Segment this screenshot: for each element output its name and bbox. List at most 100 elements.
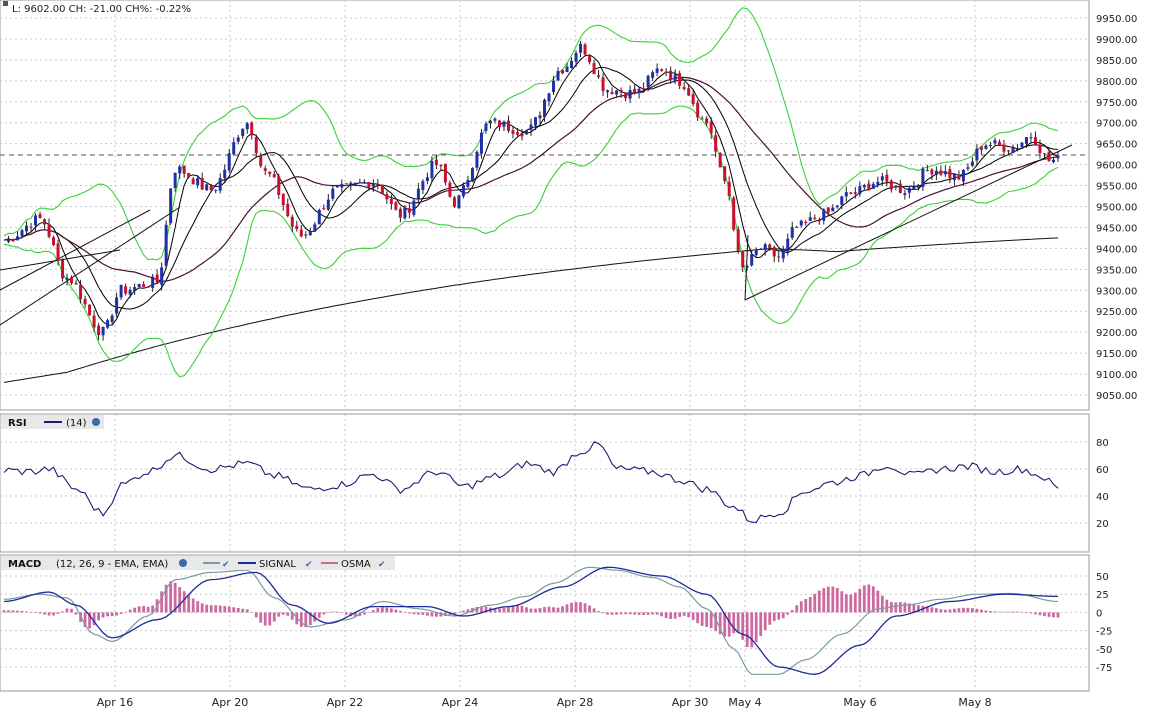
ma-long — [3, 237, 1059, 383]
rsi-grid — [0, 414, 1089, 552]
candle-body — [790, 227, 794, 238]
osma-bar — [448, 612, 452, 616]
osma-bar — [407, 612, 411, 614]
macd-tick-label: -25 — [1096, 627, 1112, 638]
candle-body — [759, 248, 763, 250]
price-tick-label: 9050.00 — [1096, 391, 1137, 402]
osma-bar — [272, 612, 276, 622]
osma-bar — [993, 611, 997, 613]
candle-body — [1033, 137, 1037, 145]
candle-body — [597, 75, 601, 77]
candle-body — [326, 199, 330, 210]
candle-body — [1002, 144, 1006, 152]
candle-body — [335, 185, 339, 188]
candle-body — [651, 72, 655, 78]
bollinger-lower — [3, 105, 1059, 378]
candle-body — [128, 289, 132, 295]
candle-body — [561, 70, 565, 74]
candle-body — [588, 56, 592, 63]
osma-bar — [709, 612, 713, 629]
osma-bar — [736, 612, 740, 633]
trendlines — [0, 144, 1073, 326]
osma-bar — [628, 612, 632, 615]
candle-body — [579, 43, 583, 53]
osma-bar — [971, 608, 974, 613]
price-tick-label: 9800.00 — [1096, 77, 1137, 88]
candle-body — [948, 169, 952, 179]
candle-body — [907, 187, 911, 193]
osma-bar — [574, 602, 578, 613]
candle-body — [34, 215, 38, 226]
candle-body — [362, 182, 366, 184]
osma-bar — [1056, 612, 1060, 618]
candle-body — [173, 172, 177, 188]
price-axis: 9950.00 9900.00 9850.00 9800.00 9750.00 9700.… — [1096, 14, 1137, 402]
trendline — [744, 144, 1073, 301]
candle-body — [624, 93, 628, 99]
osma-bar — [718, 612, 722, 635]
osma-bar — [507, 606, 510, 613]
osma-bar — [637, 612, 641, 615]
candle-body — [817, 220, 821, 222]
osma-bar — [362, 612, 366, 615]
osma-bar — [1007, 611, 1010, 613]
candle-body — [889, 180, 893, 190]
osma-bar — [975, 608, 979, 613]
candle-body — [308, 231, 312, 236]
macd-settings-icon[interactable] — [179, 559, 187, 567]
date-tick-label: Apr 24 — [442, 696, 479, 709]
macd-grid — [0, 555, 1089, 691]
signal-check-icon[interactable]: ✔ — [305, 560, 313, 570]
quote-marker-icon — [3, 1, 8, 6]
osma-bar — [894, 602, 898, 613]
macd-check-icon[interactable]: ✔ — [222, 560, 230, 570]
candle-body — [822, 209, 826, 221]
candle-body — [592, 63, 596, 75]
osma-bar — [70, 608, 73, 613]
candle-body — [979, 146, 983, 150]
osma-bar — [1029, 612, 1033, 614]
osma-bar — [898, 602, 902, 613]
osma-bar — [493, 608, 497, 613]
candle-body — [763, 244, 767, 251]
rsi-settings-icon[interactable] — [92, 418, 100, 426]
osma-bar — [394, 609, 398, 613]
osma-bar — [124, 611, 128, 613]
date-tick-label: Apr 22 — [327, 696, 364, 709]
macd-tick-label: 50 — [1096, 572, 1109, 583]
macd-params: (12, 26, 9 - EMA, EMA) — [56, 559, 168, 570]
candle-body — [831, 207, 835, 212]
candle-body — [781, 249, 785, 259]
trendline — [744, 234, 749, 301]
candle-body — [178, 166, 182, 174]
price-panel-frame — [0, 0, 1090, 411]
candle-body — [804, 222, 808, 224]
osma-bar — [556, 607, 560, 613]
osma-bar — [29, 612, 33, 613]
rsi-line — [3, 441, 1059, 524]
signal-line — [3, 566, 1059, 675]
candle-body — [52, 237, 56, 246]
osma-bar — [426, 612, 429, 616]
osma-bar — [480, 606, 483, 613]
osma-bar — [948, 609, 952, 613]
osma-bar — [849, 594, 853, 613]
osma-bar — [20, 610, 24, 613]
osma-check-icon[interactable]: ✔ — [378, 560, 386, 570]
candle-body — [88, 304, 92, 316]
osma-bar — [88, 612, 91, 629]
candle-body — [952, 173, 956, 181]
candle-body — [187, 172, 191, 178]
candle-body — [214, 189, 218, 191]
osma-bar — [835, 588, 839, 613]
osma-bar — [745, 612, 749, 648]
osma-bar — [570, 602, 573, 613]
candle-body — [304, 234, 308, 236]
osma-bar — [380, 607, 384, 613]
date-tick-label: Apr 16 — [97, 696, 134, 709]
candle-body — [660, 69, 664, 71]
candle-body — [511, 130, 515, 134]
candle-body — [515, 132, 519, 135]
candle-body — [849, 192, 853, 194]
osma-bar — [353, 612, 357, 617]
